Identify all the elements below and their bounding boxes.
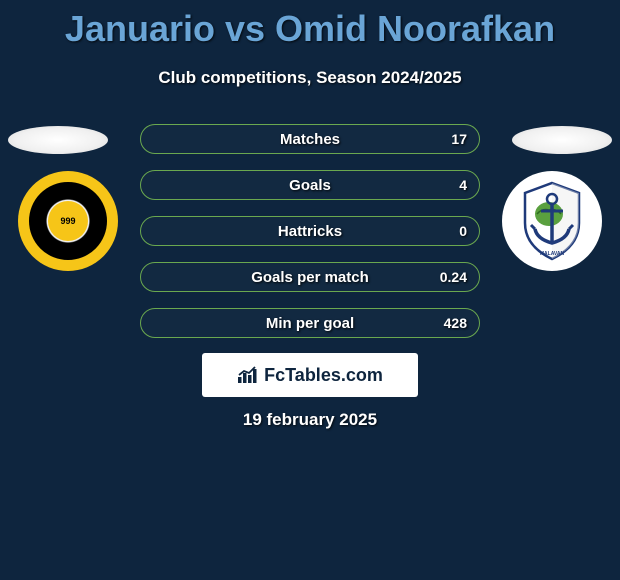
club-left-inner-ring: 999 (29, 182, 107, 260)
stat-value: 17 (451, 131, 467, 147)
stat-label: Min per goal (266, 315, 354, 332)
player-left-placeholder (8, 126, 108, 154)
competition-subtitle: Club competitions, Season 2024/2025 (0, 68, 620, 88)
bar-chart-icon (237, 366, 259, 384)
player-right-placeholder (512, 126, 612, 154)
stat-value: 428 (444, 315, 467, 331)
stat-value: 4 (459, 177, 467, 193)
comparison-title: Januario vs Omid Noorafkan (0, 0, 620, 50)
stat-value: 0 (459, 223, 467, 239)
stats-container: Matches 17 Goals 4 Hattricks 0 Goals per… (140, 124, 480, 354)
stat-label: Matches (280, 131, 340, 148)
stat-row-goals: Goals 4 (140, 170, 480, 200)
club-left-core: 999 (48, 201, 88, 241)
stat-value: 0.24 (440, 269, 467, 285)
svg-text:MALAVAN: MALAVAN (540, 251, 565, 257)
club-badge-left: 999 (18, 171, 118, 271)
stat-label: Goals (289, 177, 331, 194)
stat-row-matches: Matches 17 (140, 124, 480, 154)
brand-box: FcTables.com (202, 353, 418, 397)
stat-row-goals-per-match: Goals per match 0.24 (140, 262, 480, 292)
club-badge-right: MALAVAN (502, 171, 602, 271)
stat-label: Goals per match (251, 269, 369, 286)
stat-label: Hattricks (278, 223, 342, 240)
date-text: 19 february 2025 (0, 410, 620, 430)
stat-row-min-per-goal: Min per goal 428 (140, 308, 480, 338)
stat-row-hattricks: Hattricks 0 (140, 216, 480, 246)
club-right-shield: MALAVAN (517, 181, 587, 261)
brand-text: FcTables.com (264, 365, 383, 386)
anchor-shield-icon: MALAVAN (517, 181, 587, 261)
